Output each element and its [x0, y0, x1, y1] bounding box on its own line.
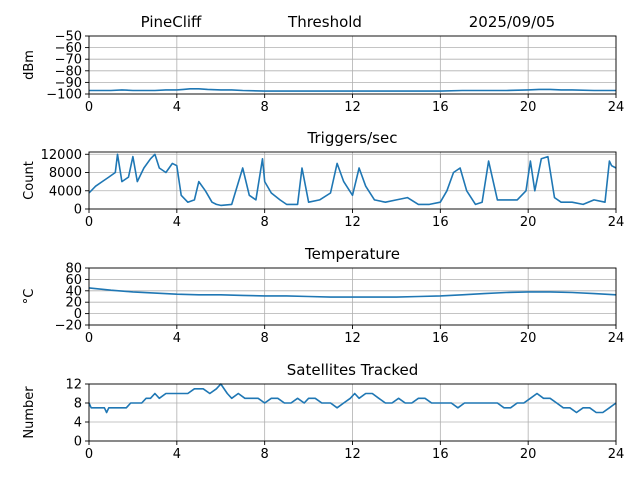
x-tick-label: 12	[344, 215, 361, 230]
x-tick-label: 24	[608, 447, 625, 462]
panel-triggers: 0 4 8 12 16 20 24 0 4000 8000 12000 Triggers/sec Cou…	[22, 129, 624, 230]
triggers-title: Triggers/sec	[307, 129, 398, 147]
threshold-series-line	[89, 88, 616, 92]
header-date: 2025/09/05	[469, 13, 555, 31]
x-tick-label: 12	[344, 100, 361, 115]
triggers-series-line	[88, 153, 617, 207]
x-tick-label: 0	[85, 331, 93, 346]
y-tick-label: 12	[65, 378, 82, 393]
x-tick-label: 24	[608, 100, 625, 115]
x-tick-label: 20	[520, 447, 537, 462]
chart-panels: 0 4 8 12 16 20 24 −100−90−80−70−60−50 dBm 0 4 8 12 16…	[22, 30, 624, 463]
x-tick-label: 4	[173, 331, 181, 346]
y-tick-label: 80	[65, 262, 82, 277]
x-tick-label: 24	[608, 215, 625, 230]
x-tick-label: 20	[520, 331, 537, 346]
y-tick-label: 4000	[49, 184, 82, 199]
satellites-series-line	[88, 383, 617, 414]
temperature-title: Temperature	[304, 245, 400, 263]
x-tick-label: 4	[173, 215, 181, 230]
x-tick-label: 20	[520, 100, 537, 115]
y-tick-label: 4	[74, 416, 82, 431]
temperature-series-line	[88, 287, 617, 298]
x-tick-label: 0	[85, 447, 93, 462]
temperature-ylabel: °C	[22, 289, 37, 305]
x-tick-label: 4	[173, 447, 181, 462]
x-tick-label: 20	[520, 215, 537, 230]
x-tick-label: 8	[261, 215, 269, 230]
x-tick-label: 12	[344, 331, 361, 346]
y-tick-label: −70	[55, 53, 82, 68]
x-tick-label: 16	[432, 215, 449, 230]
triggers-ylabel: Count	[22, 161, 37, 200]
y-tick-label: −80	[55, 64, 82, 79]
panel-threshold: 0 4 8 12 16 20 24 −100−90−80−70−60−50 dBm	[22, 30, 624, 116]
y-tick-label: 0	[74, 307, 82, 322]
y-tick-label: 20	[65, 296, 82, 311]
panel-satellites: 0 4 8 12 16 20 24 0 4 8 12 Satellites Tracked Number	[22, 361, 624, 462]
x-tick-label: 16	[432, 331, 449, 346]
x-tick-label: 16	[432, 447, 449, 462]
satellites-title: Satellites Tracked	[287, 361, 418, 379]
y-tick-label: −60	[55, 41, 82, 56]
y-tick-label: 60	[65, 273, 82, 288]
y-tick-label: −90	[55, 76, 82, 91]
y-tick-label: 40	[65, 284, 82, 299]
y-tick-label: −20	[55, 319, 82, 334]
threshold-ylabel: dBm	[22, 50, 37, 80]
y-tick-label: 8	[74, 397, 82, 412]
y-tick-label: 12000	[41, 148, 82, 163]
y-tick-label: 8000	[49, 166, 82, 181]
x-tick-label: 16	[432, 100, 449, 115]
x-tick-label: 12	[344, 447, 361, 462]
x-tick-label: 8	[261, 100, 269, 115]
y-tick-label: −100	[46, 88, 82, 103]
x-tick-label: 24	[608, 331, 625, 346]
header-station: PineCliff	[141, 13, 202, 31]
y-tick-label: 0	[74, 435, 82, 450]
y-tick-label: 0	[74, 203, 82, 218]
x-tick-label: 0	[85, 100, 93, 115]
x-tick-label: 0	[85, 215, 93, 230]
x-tick-label: 8	[261, 331, 269, 346]
satellites-ylabel: Number	[22, 386, 37, 439]
y-tick-label: −50	[55, 30, 82, 45]
x-tick-label: 4	[173, 100, 181, 115]
header-title: Threshold	[287, 13, 362, 31]
x-tick-label: 8	[261, 447, 269, 462]
